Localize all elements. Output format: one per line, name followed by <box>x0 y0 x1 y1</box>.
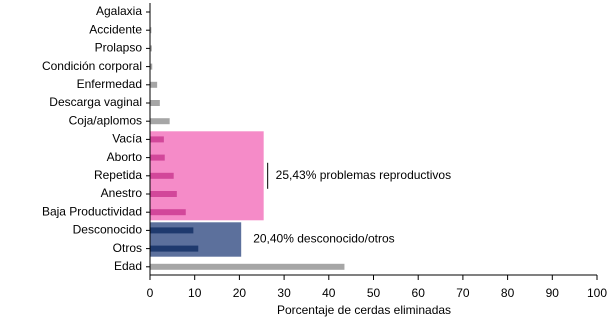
bar <box>150 172 174 179</box>
y-tick-label: Anestro <box>101 186 143 200</box>
y-tick-label: Repetida <box>94 168 142 182</box>
x-tick-label: 80 <box>501 286 515 300</box>
y-tick-label: Enfermedad <box>77 77 142 91</box>
bar <box>150 100 160 106</box>
y-tick-label: Baja Productividad <box>42 204 142 218</box>
y-tick-label: Prolapso <box>95 41 143 55</box>
bar <box>150 27 152 34</box>
x-axis-label: Porcentaje de cerdas eliminadas <box>277 303 451 317</box>
bar <box>150 154 165 161</box>
x-tick-label: 50 <box>367 286 381 300</box>
bar <box>150 118 170 125</box>
bar <box>150 209 186 216</box>
group-label: 25,43% problemas reproductivos <box>276 168 451 182</box>
x-tick-label: 20 <box>233 286 247 300</box>
y-tick-label: Condición corporal <box>42 59 142 73</box>
y-tick-label: Desconocido <box>73 223 143 237</box>
group-label: 20,40% desconocido/otros <box>253 232 394 246</box>
bar <box>150 245 199 252</box>
y-tick-label: Coja/aplomos <box>69 113 142 127</box>
x-tick-label: 100 <box>587 286 607 300</box>
x-tick-label: 10 <box>188 286 202 300</box>
y-tick-label: Agalaxia <box>96 4 142 18</box>
bar <box>150 136 164 143</box>
y-tick-label: Descarga vaginal <box>49 95 142 109</box>
x-tick-label: 0 <box>147 286 154 300</box>
bar <box>150 81 158 88</box>
y-tick-label: Otros <box>113 241 142 255</box>
y-tick-label: Edad <box>114 259 142 273</box>
x-tick-label: 30 <box>277 286 291 300</box>
bar <box>150 45 152 52</box>
x-tick-label: 90 <box>546 286 560 300</box>
x-tick-label: 60 <box>412 286 426 300</box>
x-tick-label: 40 <box>322 286 336 300</box>
y-tick-label: Aborto <box>107 150 143 164</box>
bar <box>150 263 345 270</box>
y-tick-label: Accidente <box>89 22 142 36</box>
bar <box>150 191 177 197</box>
y-tick-label: Vacía <box>112 132 142 146</box>
bar <box>150 63 153 70</box>
bar <box>150 227 194 234</box>
x-tick-label: 70 <box>456 286 470 300</box>
